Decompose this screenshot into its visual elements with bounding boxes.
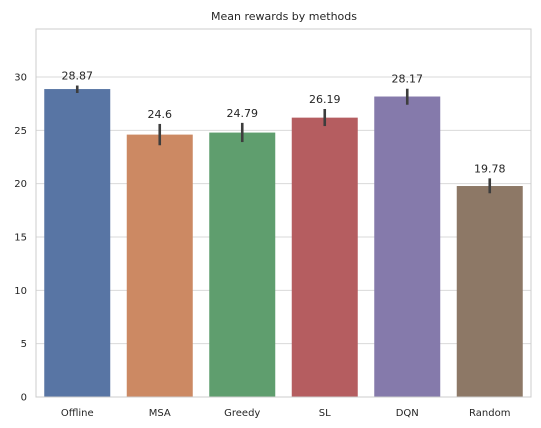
y-tick-label-25: 25: [14, 126, 27, 137]
bar-dqn: [374, 96, 441, 398]
x-axis: Offline MSA Greedy SL DQN Random: [61, 408, 511, 419]
plot-frame: [35, 28, 532, 398]
bar-greedy: [209, 132, 276, 397]
data-label-random: 19.78: [474, 162, 506, 175]
chart-title: Mean rewards by methods: [211, 10, 357, 23]
x-tick-label-sl: SL: [319, 408, 331, 419]
y-axis: 0 5 10 15 20 25 30: [14, 73, 27, 404]
x-tick-label-dqn: DQN: [396, 408, 419, 419]
x-tick-label-msa: MSA: [149, 408, 171, 419]
y-tick-label-20: 20: [14, 179, 27, 190]
bar-offline: [44, 89, 111, 397]
data-label-greedy: 24.79: [227, 107, 259, 120]
y-tick-label-5: 5: [21, 339, 27, 350]
y-tick-label-30: 30: [14, 73, 27, 84]
error-bars: [75, 85, 492, 194]
y-tick-label-0: 0: [21, 393, 27, 404]
y-tick-label-10: 10: [14, 286, 27, 297]
gridlines: [36, 76, 531, 398]
y-tick-label-15: 15: [14, 233, 27, 244]
data-label-dqn: 28.17: [392, 73, 424, 86]
bar-random: [456, 186, 523, 397]
data-label-sl: 26.19: [309, 93, 341, 106]
x-tick-label-random: Random: [469, 408, 510, 419]
x-tick-label-greedy: Greedy: [224, 408, 260, 419]
data-label-offline: 28.87: [62, 70, 94, 83]
bar-sl: [291, 117, 358, 397]
bar-msa: [126, 134, 193, 397]
bars: [44, 89, 523, 398]
data-label-msa: 24.6: [148, 108, 173, 121]
data-labels: 28.87 24.6 24.79 26.19 28.17 19.78: [62, 70, 506, 176]
x-tick-label-offline: Offline: [61, 408, 94, 419]
